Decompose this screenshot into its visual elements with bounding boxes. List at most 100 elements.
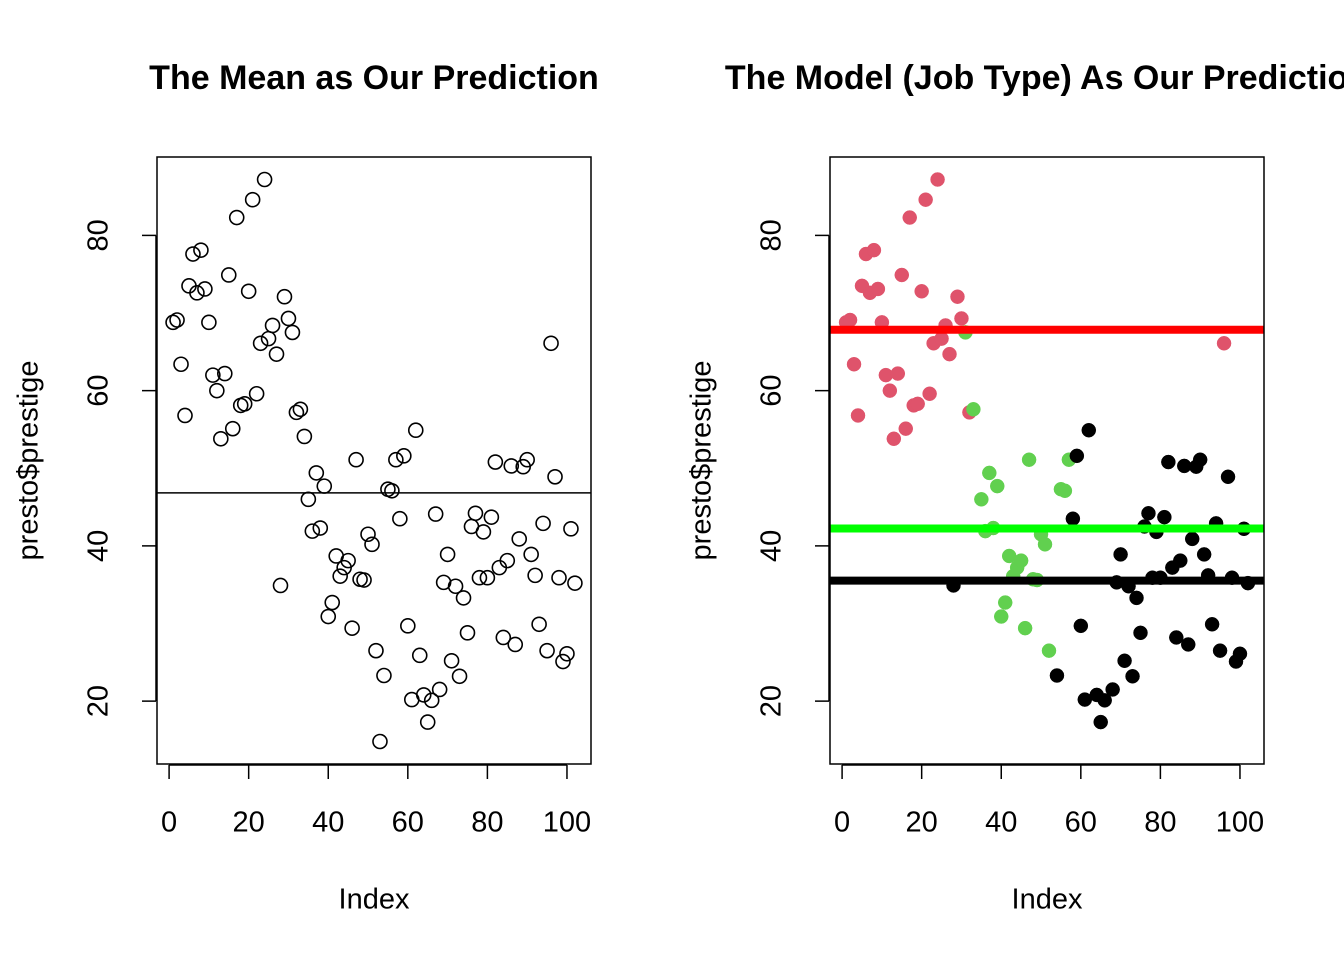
point bbox=[1057, 483, 1073, 499]
point bbox=[316, 478, 333, 494]
point bbox=[400, 618, 416, 634]
x-tick-label: 20 bbox=[233, 807, 265, 839]
point bbox=[910, 396, 925, 412]
point bbox=[407, 422, 424, 439]
point bbox=[439, 546, 456, 563]
plot-area bbox=[830, 172, 1264, 730]
point bbox=[308, 465, 325, 481]
point bbox=[1161, 454, 1176, 470]
point bbox=[384, 482, 400, 499]
point bbox=[894, 267, 910, 283]
point bbox=[511, 531, 528, 547]
point bbox=[304, 523, 321, 539]
point bbox=[356, 572, 372, 588]
point bbox=[419, 714, 436, 730]
y-axis-label: presto$prestige bbox=[13, 361, 45, 561]
point bbox=[1037, 537, 1053, 552]
point bbox=[555, 653, 571, 670]
x-tick-label: 80 bbox=[471, 807, 503, 839]
point bbox=[443, 652, 460, 669]
point bbox=[224, 420, 241, 437]
point bbox=[193, 242, 209, 258]
point bbox=[1073, 618, 1089, 634]
point bbox=[388, 451, 404, 468]
point bbox=[499, 552, 516, 569]
point bbox=[244, 191, 261, 208]
point bbox=[922, 386, 937, 401]
point bbox=[997, 595, 1013, 610]
point bbox=[213, 430, 229, 447]
point bbox=[1216, 336, 1232, 351]
point bbox=[252, 335, 269, 352]
point bbox=[890, 366, 906, 381]
x-tick-label: 60 bbox=[1065, 807, 1097, 839]
point bbox=[1065, 511, 1081, 526]
y-tick-label: 60 bbox=[756, 375, 788, 407]
point bbox=[1169, 630, 1184, 645]
point bbox=[523, 546, 539, 563]
point bbox=[535, 515, 551, 532]
point bbox=[1157, 509, 1172, 525]
point bbox=[942, 346, 957, 362]
x-tick-label: 0 bbox=[161, 807, 177, 839]
x-axis-label: Index bbox=[339, 884, 410, 916]
x-tick-label: 40 bbox=[312, 807, 344, 839]
point bbox=[950, 289, 965, 304]
point bbox=[531, 616, 547, 633]
point bbox=[902, 210, 917, 225]
point bbox=[495, 629, 512, 646]
point bbox=[268, 346, 285, 362]
point bbox=[930, 172, 945, 187]
x-tick-label: 100 bbox=[1216, 807, 1264, 839]
point bbox=[914, 284, 929, 299]
point bbox=[503, 458, 520, 474]
point bbox=[451, 668, 468, 685]
point bbox=[1013, 553, 1029, 568]
point bbox=[1141, 506, 1156, 521]
point bbox=[189, 285, 205, 301]
y-tick-label: 20 bbox=[756, 685, 788, 717]
y-tick-label: 60 bbox=[83, 375, 115, 407]
point bbox=[1117, 653, 1132, 669]
point bbox=[201, 314, 217, 331]
point bbox=[1232, 646, 1248, 662]
point bbox=[1049, 668, 1065, 683]
x-tick-label: 0 bbox=[834, 807, 850, 839]
point bbox=[300, 491, 317, 508]
point bbox=[543, 335, 559, 352]
point bbox=[459, 625, 476, 641]
point bbox=[982, 465, 997, 481]
point bbox=[475, 524, 492, 540]
point bbox=[372, 733, 388, 750]
point bbox=[296, 428, 313, 445]
point bbox=[1133, 625, 1148, 641]
plot-area bbox=[157, 171, 591, 750]
point bbox=[846, 356, 862, 372]
point bbox=[882, 383, 898, 398]
chart-title: The Model (Job Type) As Our Prediction bbox=[725, 59, 1344, 97]
point bbox=[551, 569, 567, 586]
point bbox=[320, 608, 337, 625]
point bbox=[1069, 448, 1085, 464]
point bbox=[256, 171, 273, 188]
point bbox=[376, 667, 392, 684]
y-axis-label: presto$prestige bbox=[686, 361, 718, 561]
chart-title: The Mean as Our Prediction bbox=[149, 59, 599, 97]
point bbox=[165, 314, 181, 331]
point bbox=[547, 469, 563, 485]
y-tick-label: 80 bbox=[756, 219, 788, 251]
point bbox=[228, 209, 245, 226]
point bbox=[966, 402, 981, 417]
point bbox=[360, 526, 376, 543]
point bbox=[866, 242, 882, 258]
point bbox=[563, 521, 579, 537]
point bbox=[1184, 531, 1200, 547]
point bbox=[240, 283, 257, 300]
point bbox=[236, 396, 253, 412]
point bbox=[1081, 422, 1097, 438]
point bbox=[870, 281, 886, 297]
point bbox=[364, 536, 380, 553]
point bbox=[169, 312, 185, 328]
point bbox=[1180, 637, 1196, 652]
